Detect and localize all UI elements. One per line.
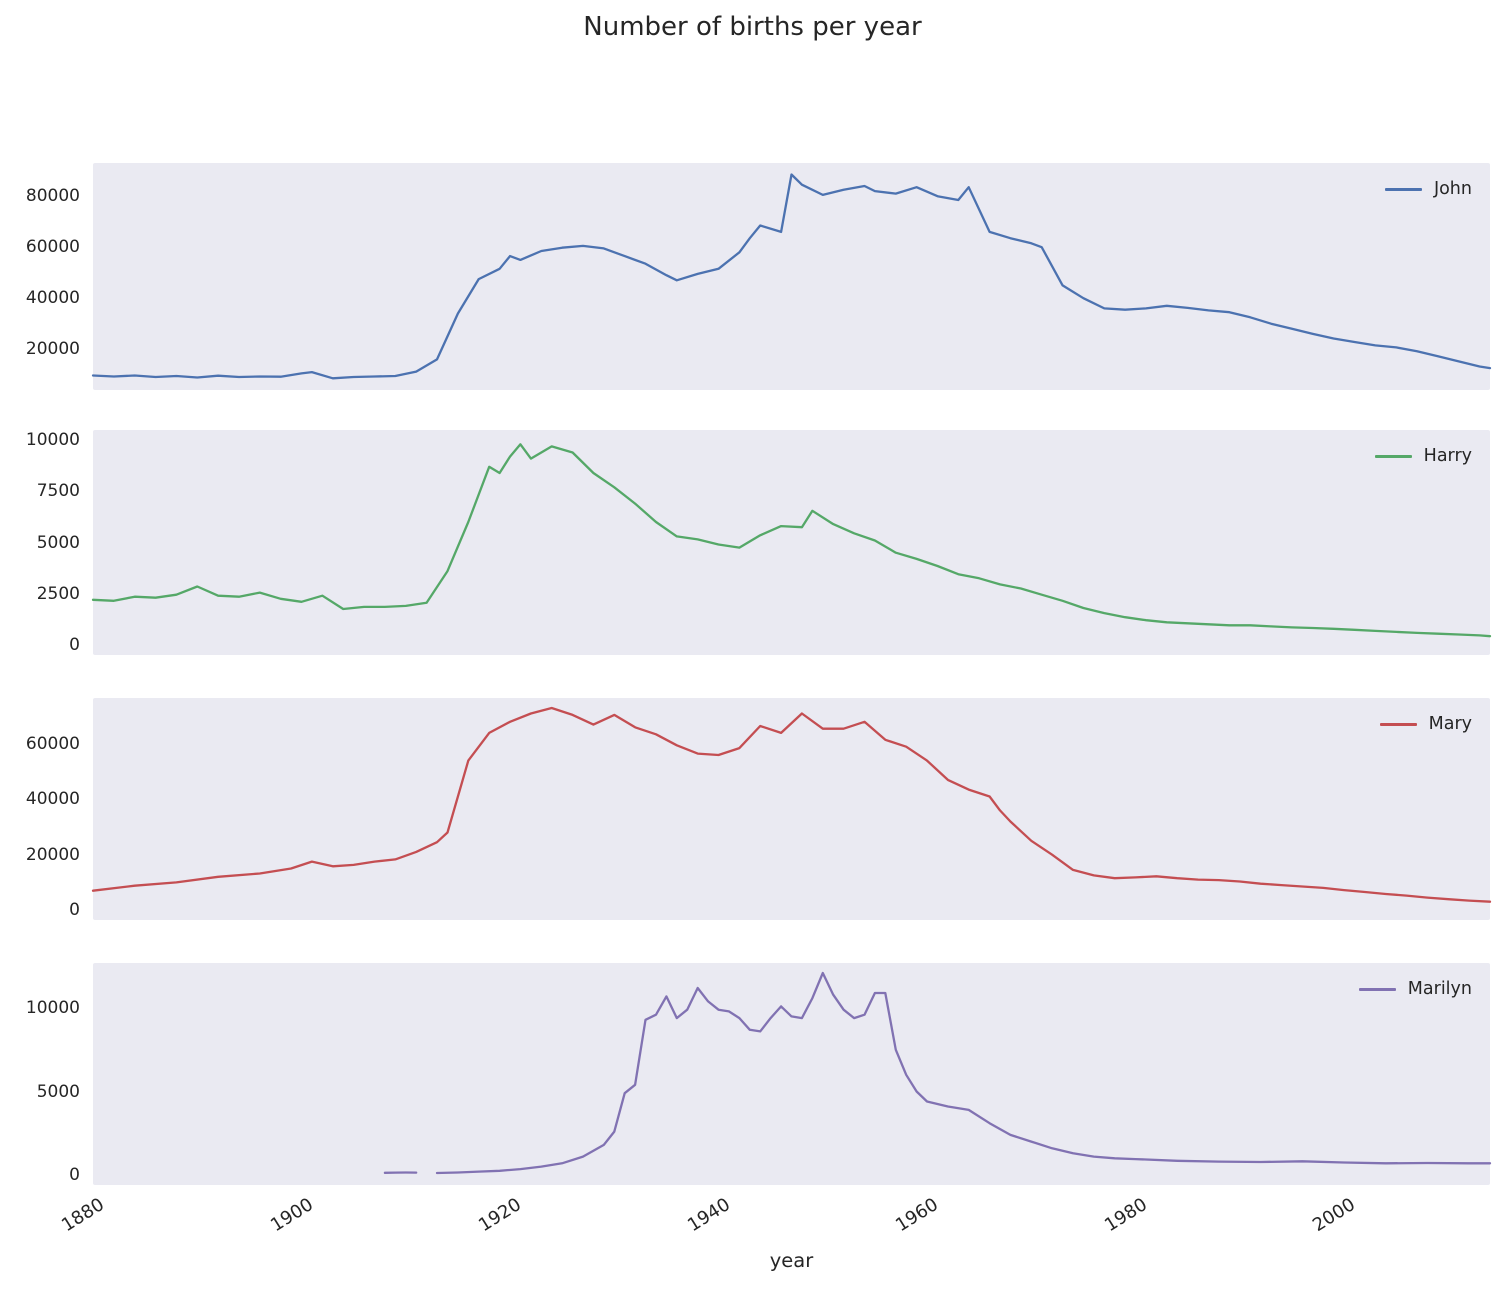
x-axis-label: year bbox=[769, 1249, 814, 1272]
subplot-marilyn: 0 5000 10000 Marilyn bbox=[0, 963, 1505, 1185]
legend-label: Mary bbox=[1428, 714, 1472, 734]
y-tick-label: 7500 bbox=[36, 481, 80, 502]
x-axis-ticks: 1880 1900 1920 1940 1960 1980 2000 bbox=[58, 1194, 1360, 1237]
legend-john: John bbox=[1384, 179, 1472, 199]
legend-line-swatch bbox=[1374, 454, 1412, 458]
line-series-harry bbox=[91, 443, 1492, 638]
y-axis-ticks-mary: 0 20000 40000 60000 bbox=[0, 698, 86, 920]
subplot-mary: 0 20000 40000 60000 Mary bbox=[0, 698, 1505, 920]
legend-line-swatch bbox=[1384, 187, 1422, 191]
y-tick-label: 0 bbox=[69, 1164, 80, 1185]
legend-label: Marilyn bbox=[1407, 979, 1472, 999]
y-tick-label: 10000 bbox=[25, 430, 80, 451]
y-tick-label: 0 bbox=[69, 900, 80, 921]
chart-title: Number of births per year bbox=[583, 12, 922, 42]
legend-harry: Harry bbox=[1374, 446, 1472, 466]
line-series-marilyn bbox=[383, 971, 1492, 1175]
plot-area-marilyn: Marilyn bbox=[93, 963, 1492, 1185]
line-series-john bbox=[91, 173, 1492, 380]
y-tick-label: 5000 bbox=[36, 532, 80, 553]
legend-label: Harry bbox=[1423, 446, 1472, 466]
y-tick-label: 20000 bbox=[25, 844, 80, 865]
y-axis-ticks-john: 20000 40000 60000 80000 bbox=[0, 163, 86, 390]
y-tick-label: 80000 bbox=[25, 186, 80, 207]
y-tick-label: 2500 bbox=[36, 583, 80, 604]
y-tick-label: 40000 bbox=[25, 288, 80, 309]
plot-area-john: John bbox=[91, 163, 1492, 390]
y-tick-label: 10000 bbox=[25, 998, 80, 1019]
y-tick-label: 20000 bbox=[25, 339, 80, 360]
legend-marilyn: Marilyn bbox=[1358, 979, 1472, 999]
legend-line-swatch bbox=[1358, 987, 1396, 991]
y-axis-ticks-harry: 0 2500 5000 7500 10000 bbox=[0, 430, 86, 655]
line-series-mary bbox=[91, 706, 1492, 903]
y-tick-label: 40000 bbox=[25, 789, 80, 810]
y-tick-label: 5000 bbox=[36, 1081, 80, 1102]
legend-label: John bbox=[1433, 179, 1472, 199]
legend-line-swatch bbox=[1379, 722, 1417, 726]
subplot-john: 20000 40000 60000 80000 John bbox=[0, 163, 1505, 390]
legend-mary: Mary bbox=[1379, 714, 1472, 734]
y-tick-label: 60000 bbox=[25, 733, 80, 754]
subplot-harry: 0 2500 5000 7500 10000 Harry bbox=[0, 430, 1505, 655]
y-axis-ticks-marilyn: 0 5000 10000 bbox=[0, 963, 86, 1185]
plot-area-mary: Mary bbox=[91, 698, 1492, 920]
y-tick-label: 0 bbox=[69, 634, 80, 655]
y-tick-label: 60000 bbox=[25, 237, 80, 258]
plot-area-harry: Harry bbox=[91, 430, 1492, 655]
